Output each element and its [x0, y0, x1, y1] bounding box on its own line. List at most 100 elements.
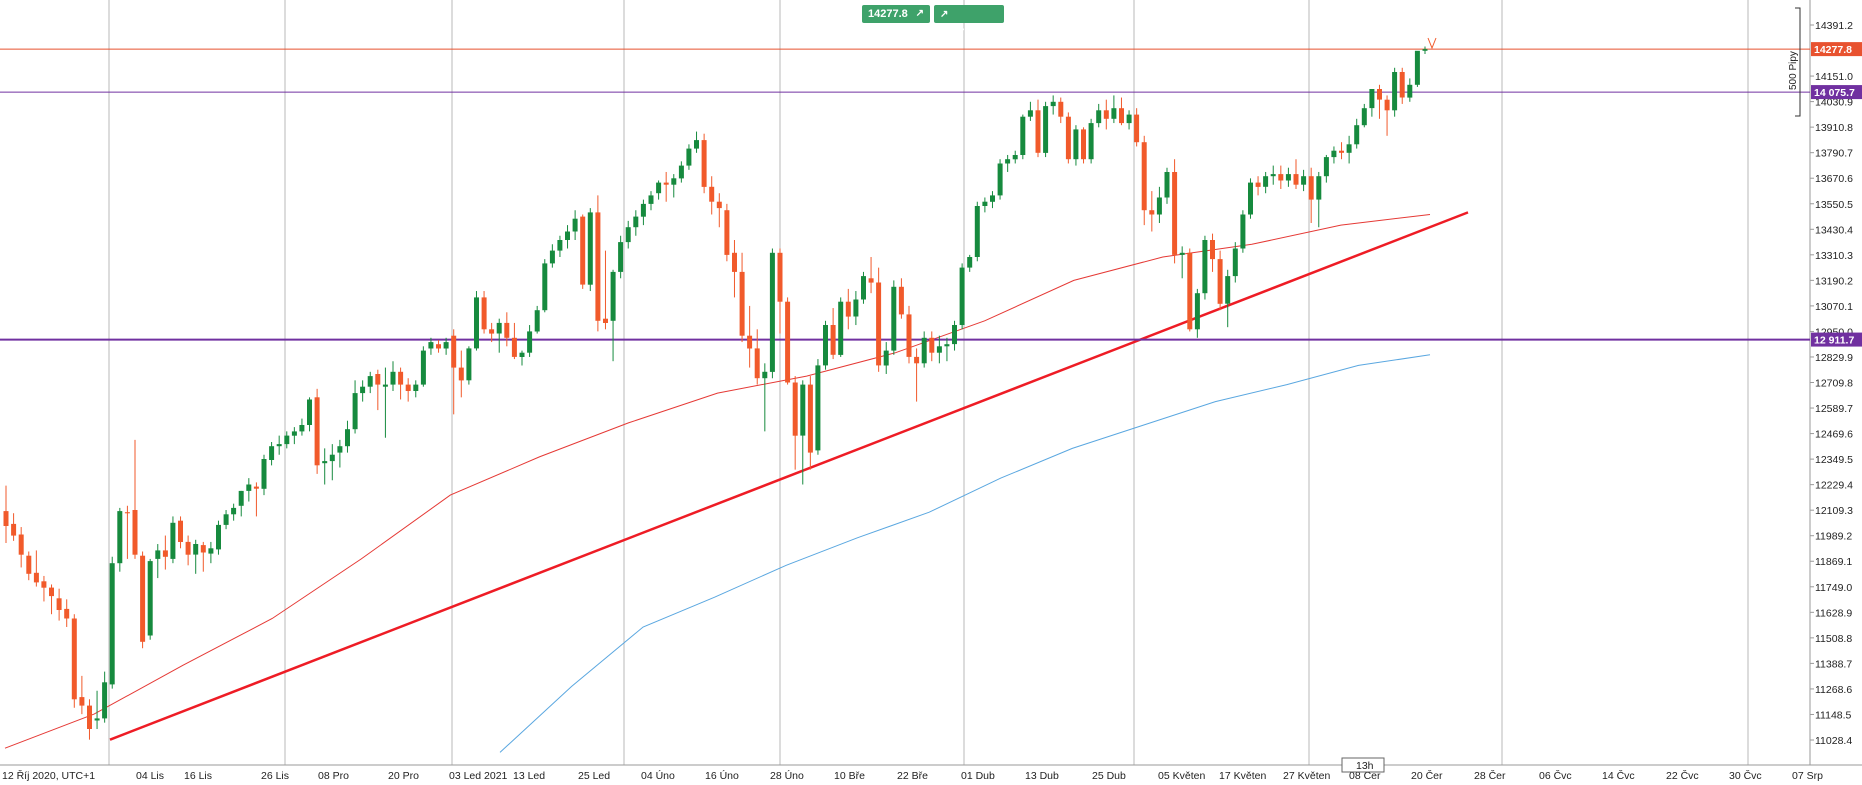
candle-body	[1058, 101, 1064, 117]
candle-body	[724, 210, 730, 255]
x-tick-label: 03 Led 2021	[449, 770, 508, 782]
candle-body	[1050, 101, 1056, 107]
trendline[interactable]	[109, 211, 1469, 741]
candle-body	[1217, 259, 1223, 304]
x-tick-label: 28 Čer	[1474, 769, 1506, 782]
moving-average-red-line	[4, 214, 1431, 749]
x-tick-label: 14 Čvc	[1602, 769, 1635, 782]
candle-body	[1225, 276, 1231, 304]
candle-body	[823, 325, 828, 366]
candle-body	[686, 148, 692, 166]
x-tick-label: 06 Čvc	[1539, 769, 1572, 782]
x-tick-label: 01 Dub	[961, 770, 995, 782]
candle-body	[269, 446, 275, 460]
candle-body	[838, 301, 844, 355]
candle-body	[1005, 159, 1011, 164]
candle-body	[944, 344, 950, 347]
candle-body	[1361, 108, 1367, 126]
candle-body	[519, 352, 525, 357]
level-price-tag[interactable]	[1811, 332, 1862, 347]
candle-body	[1210, 240, 1215, 260]
y-tick-label: 13550.5	[1815, 199, 1853, 211]
range-bracket	[1795, 7, 1801, 117]
x-tick-label: 05 Květen	[1158, 770, 1205, 782]
candle-body	[436, 344, 441, 349]
x-tick-label: 04 Lis	[136, 770, 164, 782]
level-price-tag[interactable]	[1811, 42, 1862, 57]
x-tick-label: 30 Čvc	[1729, 769, 1762, 782]
x-tick-label: 08 Pro	[318, 770, 349, 782]
candle-body	[238, 490, 244, 506]
candle-body	[49, 587, 54, 597]
y-tick-label: 12349.5	[1815, 454, 1853, 466]
sell-price-value: 14277.8	[868, 8, 908, 20]
buy-arrow-icon: ↗	[940, 9, 949, 20]
y-tick-label: 11508.8	[1815, 633, 1852, 645]
candle-body	[1323, 157, 1329, 177]
y-tick-label: 12829.9	[1815, 352, 1853, 364]
y-tick-label: 14151.0	[1815, 71, 1853, 83]
level-price-tag[interactable]	[1811, 85, 1862, 100]
candle-body	[382, 384, 388, 387]
candle-body	[648, 195, 654, 204]
candle-body	[921, 337, 927, 364]
candle-body	[474, 297, 479, 349]
x-tick-label: 28 Úno	[770, 769, 804, 782]
level-price-tag-label: 14 075.7	[1814, 87, 1855, 99]
candle-body	[170, 522, 176, 559]
candle-body	[11, 523, 17, 536]
x-tick-label: 26 Lis	[261, 770, 289, 782]
candle-body	[329, 454, 335, 462]
buy-price-value: 14278.8	[940, 27, 980, 39]
candle-body	[1331, 150, 1337, 158]
candle-body	[1141, 142, 1147, 211]
candle-body	[352, 393, 358, 430]
candle-body	[891, 286, 897, 351]
candle-body	[117, 511, 123, 564]
candle-body	[56, 598, 62, 610]
candle-body	[109, 563, 115, 685]
candle-body	[64, 608, 70, 619]
candle-body	[1088, 123, 1094, 160]
candle-body	[307, 399, 312, 425]
x-tick-label: 13 Dub	[1025, 770, 1059, 782]
timeframe-box[interactable]	[1341, 757, 1385, 773]
y-tick-label: 11148.5	[1815, 710, 1852, 722]
candle-body	[178, 520, 183, 542]
candle-body	[1065, 116, 1071, 160]
candle-body	[527, 331, 533, 353]
candle-body	[1232, 248, 1238, 277]
candle-body	[1248, 182, 1253, 215]
candle-body	[405, 384, 411, 391]
candle-body	[1194, 293, 1200, 330]
candle-body	[360, 386, 366, 394]
candle-body	[754, 348, 760, 379]
candle-body	[883, 350, 889, 366]
candle-body	[185, 541, 191, 555]
candle-body	[732, 252, 737, 272]
candle-body	[1308, 176, 1314, 200]
candle-body	[71, 618, 77, 700]
y-tick-label: 12469.6	[1815, 429, 1853, 441]
candle-body	[26, 555, 32, 574]
candle-body	[618, 242, 624, 272]
candle-body	[580, 216, 586, 285]
candle-body	[1043, 106, 1049, 153]
x-tick-label: 20 Čer	[1411, 769, 1443, 782]
candle-body	[853, 299, 859, 317]
candle-body	[1111, 108, 1117, 119]
candle-body	[443, 342, 449, 349]
candle-body	[542, 263, 548, 311]
sell-price-badge[interactable]: 14277.8 ↗	[862, 5, 930, 23]
x-tick-label: 16 Úno	[705, 769, 739, 782]
buy-price-badge[interactable]: ↗ 14278.8	[934, 5, 1004, 39]
candle-body	[603, 318, 608, 323]
candle-body	[534, 310, 540, 332]
candle-body	[1414, 50, 1420, 85]
candle-body	[1392, 72, 1398, 111]
candle-body	[216, 524, 221, 550]
candle-body	[1012, 155, 1018, 160]
candle-body	[914, 356, 920, 364]
